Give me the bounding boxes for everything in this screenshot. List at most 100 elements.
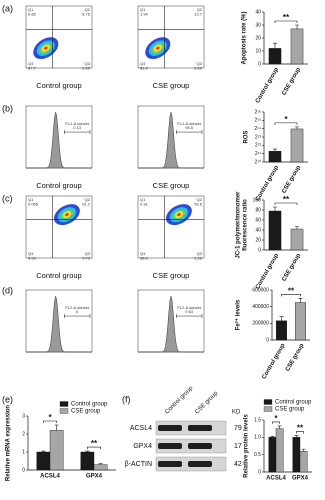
bar [292,437,301,473]
quadrant-name: Q3 [197,251,203,256]
error-bar [270,435,275,438]
quadrant-value: 87.7 [28,66,37,71]
panel-label: (e) [2,394,13,404]
gate-name: FL1-A subset [65,121,89,126]
plot-caption: Control group [36,181,81,190]
x-tick-label: CSE group [285,342,306,372]
band [188,425,212,431]
gate-value: 95.5 [185,125,194,130]
bar [290,228,304,251]
x-tick-label: Control group [261,343,286,381]
gate-bracket [176,314,203,319]
significance-bracket [87,446,101,450]
quadrant-value: 2.65 [82,66,91,71]
bar [275,428,284,473]
bar [36,451,51,471]
significance-mark: ** [288,286,295,295]
significance-bracket [272,421,280,424]
quadrant-name: Q2 [197,197,203,202]
band [158,425,182,431]
plot-caption: CSE group [153,181,190,190]
quadrant-name: Q1 [28,7,34,12]
gate-bracket [64,314,91,319]
y-tick-label: 1.0 [254,435,261,441]
gate-value: 0.13 [73,125,82,130]
band [158,443,182,449]
x-tick-label: ACSL4 [266,476,286,482]
x-tick-label: CSE group [281,164,302,194]
y-tick-label: 2¹³ [255,134,261,140]
y-tick-label: 1 [22,449,25,455]
quadrant-value: 8.03 [28,256,37,261]
plot-caption: Control group [36,271,81,280]
error-bar [54,424,59,431]
plot-frame [137,195,205,259]
legend-label: CSE group [275,407,305,413]
quadrant-name: Q1 [140,7,146,12]
y-tick-label: 0 [266,337,269,343]
significance-mark: ** [283,195,290,204]
legend-label: CSE group [71,409,101,415]
band [158,461,182,467]
significance-mark: ** [283,13,290,22]
y-tick-label: 2¹⁰ [255,159,261,165]
significance-bracket [296,431,304,434]
bar [290,128,304,163]
legend-swatch [59,408,69,414]
x-tick-label: GPX4 [292,476,309,482]
bar [268,48,282,65]
quadrant-name: Q2 [197,7,203,12]
quadrant-value: 0.066 [28,202,39,207]
quadrant-name: Q2 [85,7,91,12]
error-bar [301,448,306,452]
bar [295,302,306,341]
quadrant-name: Q2 [85,197,91,202]
gate-name: FL2-A subset [177,305,201,310]
plot-caption: Control group [36,81,81,90]
bar [290,28,304,65]
y-tick-label: 2¹⁶ [254,109,261,115]
significance-bracket [274,20,298,23]
protein-label: ACSL4 [130,425,152,432]
gate-value: 0 [76,309,79,314]
quadrant-name: Q4 [140,251,146,256]
significance-mark: ** [297,424,304,433]
gate-value: 9.63 [185,309,194,314]
quadrant-value: 13.7 [194,12,203,17]
bar [93,464,108,471]
x-tick-label: GPX4 [86,474,103,480]
quadrant-value: 0.85 [28,12,37,17]
error-bar [41,450,46,452]
y-tick-label: 0.5 [254,452,261,458]
y-tick-label: 3 [22,413,25,419]
y-tick-label: 2 [22,431,25,437]
legend-swatch [263,406,273,412]
x-tick-label: CSE group [281,252,302,282]
bar [268,437,277,473]
quadrant-value: 0.31 [140,202,149,207]
error-bar [85,450,90,452]
significance-mark: * [284,115,288,124]
y-axis-label: fluorescence ratio [243,199,249,251]
gate-name: FL2-A subset [65,305,89,310]
significance-bracket [274,122,298,125]
error-bar [295,126,299,129]
legend-swatch [263,399,273,405]
quadrant-value: 91.2 [82,202,91,207]
quadrant-name: Q3 [197,61,203,66]
error-bar [295,24,299,29]
y-tick-label: 2¹⁵ [254,118,261,124]
histogram-peak [138,111,204,169]
x-tick-label: ACSL4 [40,474,60,480]
y-axis-label: Relative protein levels [244,414,250,478]
quadrant-value: 0.73 [82,256,91,261]
error-bar [279,316,284,321]
histogram-peak [138,295,204,353]
quadrant-name: Q3 [85,61,91,66]
quadrant-name: Q4 [140,61,146,66]
lane-label: Control group [164,385,194,415]
y-tick-label: 20 [255,35,261,41]
y-tick-label: 0 [258,469,261,475]
significance-bracket [274,202,298,205]
significance-mark: * [274,414,278,423]
